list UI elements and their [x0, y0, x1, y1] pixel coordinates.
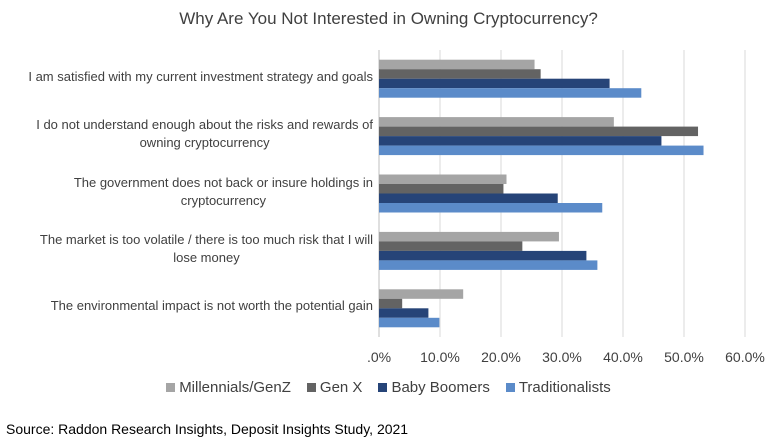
legend-label: Gen X: [319, 379, 363, 396]
source-note: Source: Raddon Research Insights, Deposi…: [6, 421, 409, 437]
bar: [379, 317, 440, 328]
chart-title: Why Are You Not Interested in Owning Cry…: [179, 9, 598, 28]
x-tick-label: 60.0%: [725, 349, 765, 365]
bar: [379, 308, 429, 318]
bar: [379, 289, 464, 299]
category-label: I am satisfied with my current investmen…: [28, 68, 373, 86]
x-tick-label: .0%: [367, 349, 391, 365]
category-label: I do not understand enough about the ris…: [36, 116, 373, 152]
legend: Millennials/GenZ Gen X Baby Boomers Traditi…: [0, 379, 777, 396]
legend-item: Millennials/GenZ: [166, 379, 291, 396]
legend-swatch: [505, 383, 515, 392]
category-label-line: cryptocurrency: [180, 192, 267, 208]
legend-label: Millennials/GenZ: [179, 379, 291, 396]
category-label-line: The environmental impact is not worth th…: [50, 298, 373, 314]
bar: [379, 59, 535, 70]
legend-item: Gen X: [306, 379, 363, 396]
bar: [379, 88, 642, 98]
bar: [379, 260, 598, 270]
bar: [379, 117, 614, 127]
category-label-line: lose money: [173, 249, 240, 265]
bar: [379, 250, 587, 261]
x-tick-label: 50.0%: [664, 349, 704, 365]
x-tick-label: 10.0%: [420, 349, 460, 365]
bar: [379, 145, 704, 156]
bar: [379, 241, 523, 251]
category-label-line: I am satisfied with my current investmen…: [28, 68, 373, 84]
legend-label: Traditionalists: [518, 379, 611, 396]
x-tick-label: 30.0%: [542, 349, 582, 365]
bar: [379, 184, 504, 194]
legend-swatch: [166, 383, 176, 392]
legend-label: Baby Boomers: [391, 379, 490, 396]
bar: [379, 136, 662, 146]
category-label-line: The government does not back or insure h…: [73, 174, 373, 190]
bar: [379, 231, 559, 242]
bar: [379, 78, 610, 89]
bar: [379, 174, 507, 184]
category-label: The government does not back or insure h…: [74, 174, 373, 210]
category-label-line: I do not understand enough about the ris…: [36, 117, 373, 133]
x-tick-label: 40.0%: [603, 349, 643, 365]
bar: [379, 298, 403, 309]
legend-item: Baby Boomers: [378, 379, 490, 396]
category-label: The market is too volatile / there is to…: [40, 231, 373, 267]
x-tick-label: 20.0%: [481, 349, 521, 365]
legend-item: Traditionalists: [505, 379, 611, 396]
legend-swatch: [378, 383, 388, 392]
category-label-line: owning cryptocurrency: [139, 135, 270, 151]
bar: [379, 69, 541, 79]
category-label: The environmental impact is not worth th…: [51, 297, 373, 315]
bar: [379, 126, 699, 137]
legend-swatch: [306, 383, 316, 392]
category-label-line: The market is too volatile / there is to…: [39, 231, 373, 247]
bar: [379, 203, 603, 213]
bar: [379, 193, 558, 203]
